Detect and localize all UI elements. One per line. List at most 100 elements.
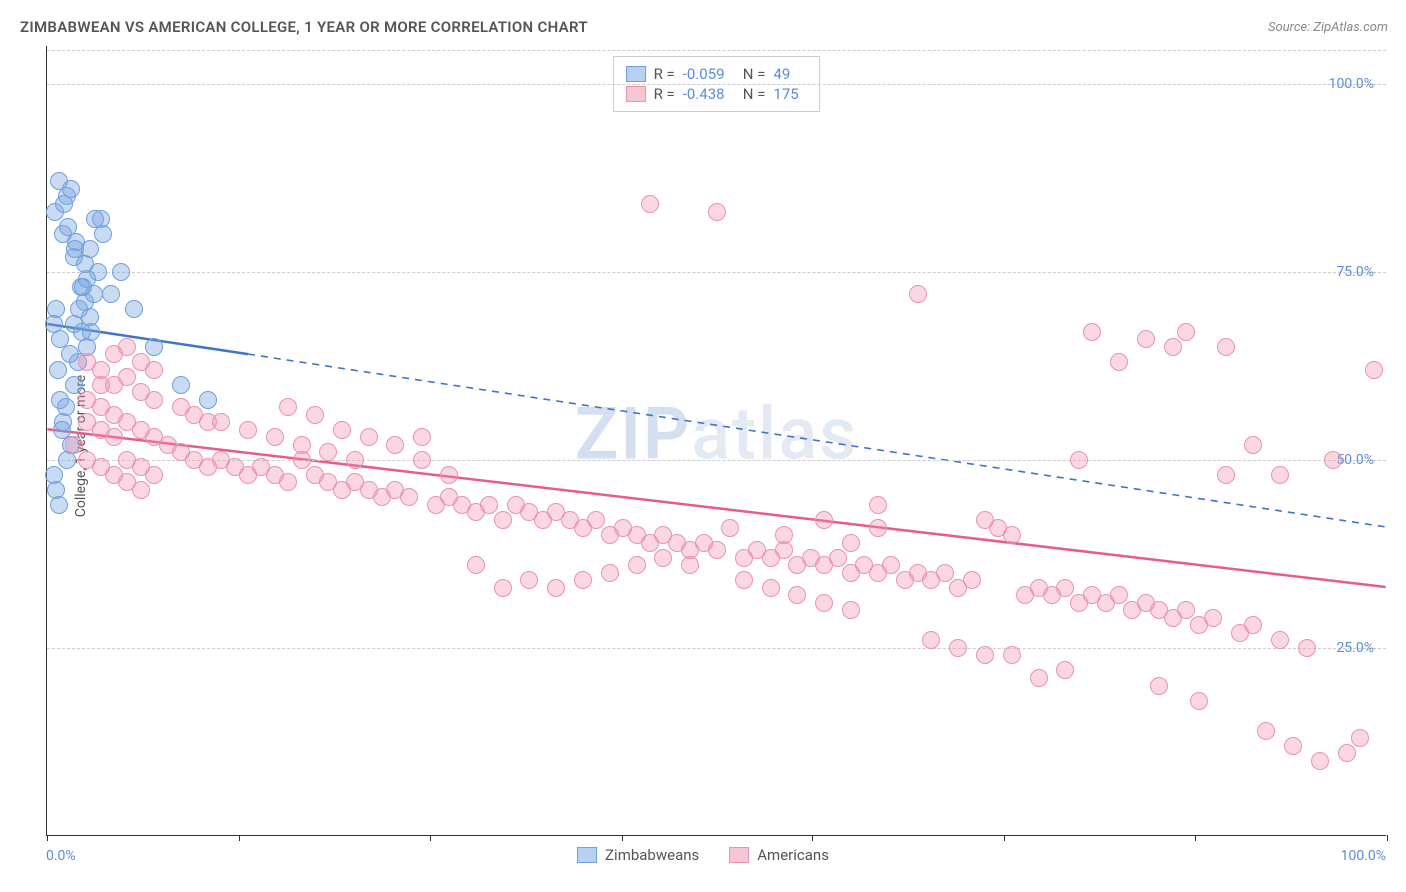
scatter-point	[145, 338, 163, 356]
scatter-point	[50, 496, 68, 514]
scatter-point	[413, 428, 431, 446]
r-label: R =	[654, 65, 675, 83]
scatter-point	[1284, 737, 1302, 755]
scatter-point	[145, 361, 163, 379]
scatter-point	[922, 631, 940, 649]
scatter-point	[963, 571, 981, 589]
legend-item: Zimbabweans	[577, 846, 699, 864]
scatter-point	[708, 541, 726, 559]
scatter-point	[1150, 677, 1168, 695]
n-label: N =	[743, 85, 766, 103]
gridline	[47, 460, 1386, 461]
scatter-point	[842, 601, 860, 619]
n-value: 49	[773, 65, 807, 83]
scatter-point	[842, 534, 860, 552]
x-tick-mark	[1195, 835, 1196, 841]
scatter-point	[494, 511, 512, 529]
scatter-point	[1164, 338, 1182, 356]
scatter-point	[125, 300, 143, 318]
scatter-point	[1217, 466, 1235, 484]
scatter-point	[1311, 752, 1329, 770]
gridline	[47, 648, 1386, 649]
scatter-point	[1351, 729, 1369, 747]
scatter-point	[1070, 451, 1088, 469]
stats-row: R = -0.438 N = 175	[626, 85, 808, 103]
scatter-point	[1003, 526, 1021, 544]
scatter-point	[762, 579, 780, 597]
n-label: N =	[743, 65, 766, 83]
r-value: -0.438	[683, 85, 735, 103]
scatter-point	[293, 436, 311, 454]
n-value: 175	[773, 85, 807, 103]
scatter-point	[641, 195, 659, 213]
scatter-point	[74, 278, 92, 296]
scatter-point	[1137, 330, 1155, 348]
scatter-point	[118, 368, 136, 386]
scatter-point	[601, 564, 619, 582]
scatter-point	[112, 263, 130, 281]
scatter-point	[869, 496, 887, 514]
scatter-point	[1298, 639, 1316, 657]
x-tick-mark	[47, 835, 48, 841]
scatter-point	[47, 300, 65, 318]
scatter-point	[1056, 579, 1074, 597]
x-tick-max: 100.0%	[1341, 848, 1386, 864]
scatter-point	[440, 466, 458, 484]
scatter-point	[66, 240, 84, 258]
scatter-point	[105, 466, 123, 484]
plot-area: ZIPatlas R =-0.059N =49R =-0.438N =175 2…	[46, 46, 1386, 836]
scatter-point	[346, 451, 364, 469]
legend-item: Americans	[729, 846, 829, 864]
legend-swatch	[577, 847, 597, 863]
scatter-point	[279, 473, 297, 491]
scatter-point	[1365, 361, 1383, 379]
scatter-point	[1110, 586, 1128, 604]
r-label: R =	[654, 85, 675, 103]
scatter-point	[400, 488, 418, 506]
scatter-point	[1030, 669, 1048, 687]
scatter-point	[1204, 609, 1222, 627]
legend-swatch	[626, 86, 646, 102]
y-tick-label: 25.0%	[1336, 640, 1374, 656]
scatter-point	[145, 391, 163, 409]
scatter-point	[1083, 323, 1101, 341]
scatter-point	[815, 511, 833, 529]
stats-row: R = -0.059 N = 49	[626, 65, 808, 83]
scatter-point	[654, 549, 672, 567]
gridline	[47, 50, 1386, 51]
scatter-point	[520, 571, 538, 589]
scatter-point	[279, 398, 297, 416]
scatter-point	[132, 481, 150, 499]
scatter-point	[1110, 353, 1128, 371]
scatter-point	[49, 361, 67, 379]
scatter-point	[306, 406, 324, 424]
scatter-point	[78, 451, 96, 469]
scatter-point	[815, 594, 833, 612]
chart-title: ZIMBABWEAN VS AMERICAN COLLEGE, 1 YEAR O…	[20, 18, 588, 36]
scatter-point	[480, 496, 498, 514]
scatter-point	[788, 586, 806, 604]
x-tick-mark	[812, 835, 813, 841]
scatter-point	[708, 203, 726, 221]
scatter-point	[413, 451, 431, 469]
legend-name: Americans	[757, 846, 829, 864]
scatter-point	[102, 285, 120, 303]
y-tick-label: 75.0%	[1336, 264, 1374, 280]
x-tick-mark	[1387, 835, 1388, 841]
scatter-point	[547, 579, 565, 597]
x-tick-mark	[430, 835, 431, 841]
scatter-point	[936, 564, 954, 582]
scatter-point	[70, 300, 88, 318]
scatter-point	[1244, 616, 1262, 634]
scatter-point	[1244, 436, 1262, 454]
scatter-point	[50, 172, 68, 190]
scatter-point	[65, 436, 83, 454]
scatter-point	[574, 571, 592, 589]
scatter-point	[721, 519, 739, 537]
scatter-point	[587, 511, 605, 529]
scatter-point	[172, 376, 190, 394]
trend-lines-svg	[47, 46, 1386, 835]
r-value: -0.059	[683, 65, 735, 83]
scatter-point	[1177, 601, 1195, 619]
scatter-point	[199, 413, 217, 431]
